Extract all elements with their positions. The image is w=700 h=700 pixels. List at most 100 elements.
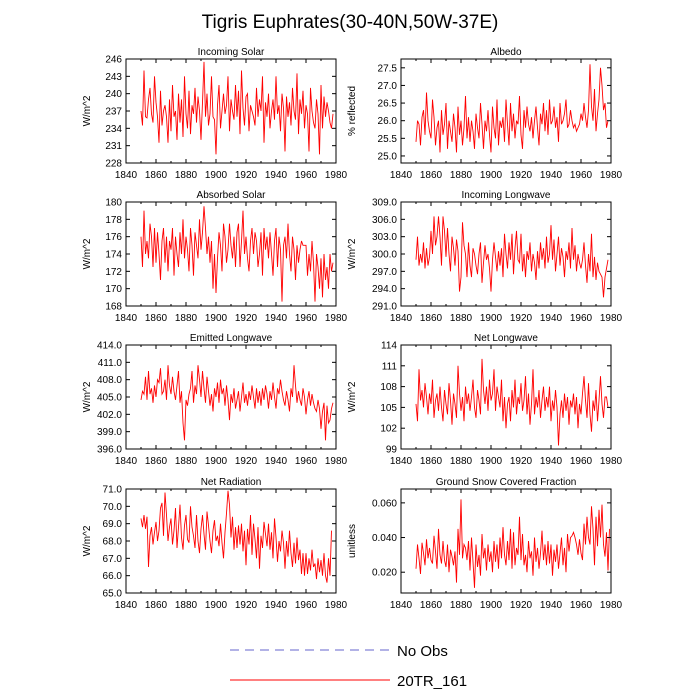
series-line — [140, 365, 334, 441]
panel-title: Incoming Solar — [198, 47, 265, 58]
y-tick-label: 102 — [380, 424, 397, 435]
series-line — [140, 490, 332, 583]
y-axis-label: W/m^2 — [82, 525, 93, 556]
y-tick-label: 291.0 — [372, 302, 397, 313]
y-tick-label: 246 — [105, 55, 122, 66]
y-tick-label: 26.5 — [378, 99, 398, 110]
legend: No Obs 20TR_161 — [230, 643, 467, 690]
y-tick-label: 71.0 — [103, 485, 123, 496]
y-tick-label: 300.0 — [372, 250, 397, 261]
x-tick-label: 1980 — [600, 313, 623, 324]
x-tick-label: 1900 — [205, 456, 228, 467]
x-tick-label: 1860 — [420, 313, 443, 324]
x-tick-label: 1860 — [420, 456, 443, 467]
y-tick-label: 303.0 — [372, 232, 397, 243]
y-tick-label: 0.020 — [372, 568, 397, 579]
x-tick-label: 1960 — [295, 313, 318, 324]
x-tick-label: 1900 — [205, 170, 228, 181]
y-tick-label: 294.0 — [372, 284, 397, 295]
series-line — [415, 358, 609, 446]
y-axis-label: W/m^2 — [82, 95, 93, 126]
x-tick-label: 1840 — [390, 600, 413, 611]
y-tick-label: 180 — [105, 198, 122, 209]
x-tick-label: 1920 — [235, 456, 258, 467]
figure-title: Tigris Euphrates(30-40N,50W-37E) — [202, 12, 499, 33]
y-tick-label: 243 — [105, 72, 122, 83]
panel-title: Net Radiation — [201, 477, 262, 488]
y-tick-label: 111 — [382, 361, 398, 372]
panels: 1840 1860 1880 1900 1920 1940 1960 1980 228 231 23… — [82, 47, 623, 611]
y-tick-label: 228 — [105, 159, 122, 170]
y-tick-label: 168 — [105, 302, 122, 313]
x-tick-label: 1880 — [450, 600, 473, 611]
x-tick-label: 1880 — [175, 456, 198, 467]
x-tick-label: 1840 — [390, 313, 413, 324]
y-tick-label: 309.0 — [372, 198, 397, 209]
x-tick-label: 1840 — [115, 600, 138, 611]
x-tick-label: 1940 — [265, 600, 288, 611]
x-tick-label: 1880 — [175, 600, 198, 611]
y-tick-label: 408.0 — [97, 375, 122, 386]
y-tick-label: 405.0 — [97, 393, 122, 404]
x-tick-label: 1920 — [510, 456, 533, 467]
chart-panel-3: 1840 1860 1880 1900 1920 1940 1960 1980 291.0 294… — [347, 190, 623, 324]
y-axis-label: unitless — [347, 524, 358, 558]
panel-title: Emitted Longwave — [190, 333, 273, 344]
panel-title: Absorbed Solar — [197, 190, 267, 201]
chart-panel-6: 1840 1860 1880 1900 1920 1940 1960 1980 65.0 66.0… — [82, 477, 348, 611]
y-tick-label: 25.0 — [378, 151, 398, 162]
y-tick-label: 108 — [380, 382, 397, 393]
x-tick-label: 1840 — [115, 313, 138, 324]
y-tick-label: 0.060 — [372, 498, 397, 509]
y-tick-label: 172 — [105, 267, 122, 278]
y-tick-label: 26.0 — [378, 116, 398, 127]
x-tick-label: 1860 — [145, 313, 168, 324]
x-tick-label: 1980 — [325, 170, 348, 181]
plot-frame — [125, 201, 337, 307]
x-tick-label: 1920 — [510, 170, 533, 181]
y-tick-label: 114 — [381, 341, 397, 352]
x-tick-label: 1920 — [510, 600, 533, 611]
x-tick-label: 1920 — [510, 313, 533, 324]
x-tick-label: 1980 — [600, 600, 623, 611]
series-line — [415, 64, 609, 153]
x-tick-label: 1940 — [265, 456, 288, 467]
x-tick-label: 1940 — [265, 170, 288, 181]
x-tick-label: 1940 — [540, 313, 563, 324]
x-tick-label: 1960 — [570, 313, 593, 324]
chart-panel-0: 1840 1860 1880 1900 1920 1940 1960 1980 228 231 23… — [82, 47, 348, 181]
y-tick-label: 25.5 — [378, 134, 398, 145]
chart-panel-4: 1840 1860 1880 1900 1920 1940 1960 1980 396.0 399… — [82, 333, 348, 467]
y-tick-label: 0.040 — [372, 533, 397, 544]
x-tick-label: 1960 — [295, 170, 318, 181]
y-tick-label: 99 — [386, 445, 398, 456]
y-tick-label: 240 — [105, 89, 122, 100]
x-tick-label: 1840 — [115, 170, 138, 181]
y-axis-label: W/m^2 — [347, 238, 358, 269]
y-tick-label: 69.0 — [103, 519, 123, 530]
x-tick-label: 1940 — [265, 313, 288, 324]
x-tick-label: 1940 — [540, 600, 563, 611]
x-tick-label: 1860 — [145, 456, 168, 467]
x-tick-label: 1960 — [570, 600, 593, 611]
x-tick-label: 1980 — [600, 456, 623, 467]
series-line — [140, 61, 334, 155]
x-tick-label: 1880 — [450, 170, 473, 181]
y-tick-label: 411.0 — [98, 358, 123, 369]
x-tick-label: 1860 — [420, 600, 443, 611]
x-tick-label: 1980 — [325, 313, 348, 324]
x-tick-label: 1860 — [145, 600, 168, 611]
x-tick-label: 1860 — [420, 170, 443, 181]
panel-title: Albedo — [490, 47, 522, 58]
x-tick-label: 1880 — [175, 313, 198, 324]
y-tick-label: 396.0 — [97, 445, 122, 456]
y-tick-label: 402.0 — [97, 410, 122, 421]
y-tick-label: 231 — [105, 141, 122, 152]
x-tick-label: 1940 — [540, 456, 563, 467]
y-tick-label: 237 — [105, 107, 122, 118]
y-tick-label: 27.5 — [378, 63, 398, 74]
y-axis-label: W/m^2 — [347, 381, 358, 412]
y-tick-label: 65.0 — [103, 589, 123, 600]
y-tick-label: 297.0 — [372, 267, 397, 278]
